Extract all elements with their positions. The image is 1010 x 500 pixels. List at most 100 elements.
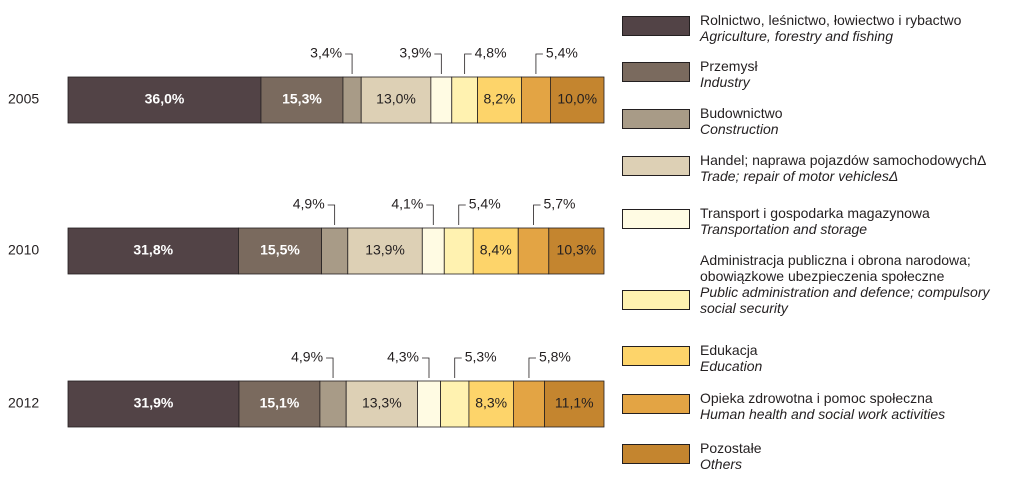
leader-line (464, 53, 472, 74)
legend-label-en: Education (700, 358, 763, 374)
bar-segment (521, 76, 551, 124)
legend-label-en: Agriculture, forestry and fishing (700, 28, 893, 44)
y-tick-label: 2012 (8, 395, 39, 411)
legend-label: Handel; naprawa pojazdów samochodowychΔ (700, 152, 987, 168)
bar-segment (421, 227, 445, 275)
legend-swatch (622, 444, 690, 464)
bar-segment (517, 227, 550, 275)
data-label: 4,9% (293, 196, 325, 212)
bar-segment (513, 380, 545, 428)
data-label: 36,0% (145, 91, 185, 107)
legend-label-en: Human health and social work activities (700, 406, 946, 422)
data-label: 5,4% (469, 196, 501, 212)
legend-swatch (622, 156, 690, 176)
data-label: 8,2% (484, 91, 516, 107)
y-tick-label: 2005 (8, 91, 39, 107)
legend-text: Budownictwo Construction (700, 105, 1000, 137)
legend-swatch (622, 109, 690, 129)
legend-swatch (622, 394, 690, 414)
bar-segment (342, 76, 362, 124)
legend-text: Transport i gospodarka magazynowa Transpo… (700, 205, 1000, 237)
leader-line (535, 53, 543, 74)
legend-label: Administracja publiczna i obrona narodow… (700, 252, 971, 284)
legend-label-en: Construction (700, 121, 779, 137)
bar-segment (440, 380, 470, 428)
legend-swatch (622, 62, 690, 82)
data-label: 10,3% (557, 242, 597, 258)
data-label: 4,9% (291, 349, 323, 365)
bar-segment (548, 227, 605, 275)
bar-segment (417, 380, 441, 428)
leader-line (326, 357, 334, 378)
bar-segment (260, 76, 344, 124)
legend-label: Rolnictwo, leśnictwo, łowiectwo i rybact… (700, 12, 962, 28)
bar-segment (430, 76, 453, 124)
data-label: 31,9% (134, 395, 174, 411)
legend-label-en: Transportation and storage (700, 221, 868, 237)
legend-label-en: Industry (700, 74, 750, 90)
data-label: 4,8% (475, 45, 507, 61)
legend-text: Edukacja Education (700, 342, 1000, 374)
data-label: 31,8% (133, 242, 173, 258)
legend-text: Pozostałe Others (700, 440, 1000, 472)
legend-text: Przemysł Industry (700, 58, 1000, 90)
data-label: 15,3% (282, 91, 322, 107)
data-label: 5,4% (546, 45, 578, 61)
data-label: 13,9% (365, 242, 405, 258)
legend-text: Administracja publiczna i obrona narodow… (700, 252, 1000, 316)
legend-label-en: Trade; repair of motor vehiclesΔ (700, 168, 899, 184)
bar-segment (238, 227, 322, 275)
data-label: 15,5% (260, 242, 300, 258)
bar-segment (360, 76, 432, 124)
bar-segment (321, 227, 349, 275)
data-label: 15,1% (260, 395, 300, 411)
legend-swatch (622, 346, 690, 366)
leader-line (454, 357, 462, 378)
bar-segment (468, 380, 514, 428)
bar-segment (347, 227, 423, 275)
legend-label: Przemysł (700, 58, 758, 74)
bar-segment (238, 380, 321, 428)
data-label: 4,3% (387, 349, 419, 365)
legend-text: Handel; naprawa pojazdów samochodowychΔ T… (700, 152, 1010, 184)
legend-text: Rolnictwo, leśnictwo, łowiectwo i rybact… (700, 12, 1000, 44)
data-label: 11,1% (555, 395, 594, 411)
legend-label: Pozostałe (700, 440, 762, 456)
data-label: 5,7% (544, 196, 576, 212)
data-label: 13,3% (362, 395, 402, 411)
legend-label: Edukacja (700, 342, 758, 358)
bar-segment (67, 76, 262, 124)
legend-label: Budownictwo (700, 105, 783, 121)
data-label: 4,1% (391, 196, 423, 212)
bar-segment (472, 227, 519, 275)
bar-segment (345, 380, 418, 428)
leader-line (327, 204, 336, 225)
legend-swatch (622, 209, 690, 229)
legend-label-en: Public administration and defence; compu… (700, 284, 990, 316)
legend-swatch (622, 290, 690, 310)
bar-segment (451, 76, 478, 124)
bar-segment (443, 227, 474, 275)
leader-line (434, 53, 442, 74)
legend-label: Opieka zdrowotna i pomoc społeczna (700, 390, 933, 406)
leader-line (458, 204, 466, 225)
legend-label-en: Others (700, 456, 743, 472)
bar-segment (319, 380, 347, 428)
data-label: 8,4% (480, 242, 512, 258)
leader-line (421, 357, 430, 378)
leader-line (345, 53, 353, 74)
leader-line (533, 204, 541, 225)
leader-line (426, 204, 434, 225)
leader-line (528, 357, 536, 378)
bar-segment (67, 227, 239, 275)
data-label: 5,8% (539, 349, 571, 365)
data-label: 5,3% (465, 349, 497, 365)
data-label: 10,0% (557, 91, 597, 107)
y-tick-label: 2010 (8, 242, 39, 258)
legend-text: Opieka zdrowotna i pomoc społeczna Human … (700, 390, 1000, 422)
chart: 2005 36,0% 15,3% 3,4% 13,0% 3,9% 4,8% 8,2% 5,4% 1… (8, 45, 605, 428)
data-label: 3,4% (310, 45, 342, 61)
data-label: 8,3% (475, 395, 507, 411)
bar-segment (550, 76, 605, 124)
